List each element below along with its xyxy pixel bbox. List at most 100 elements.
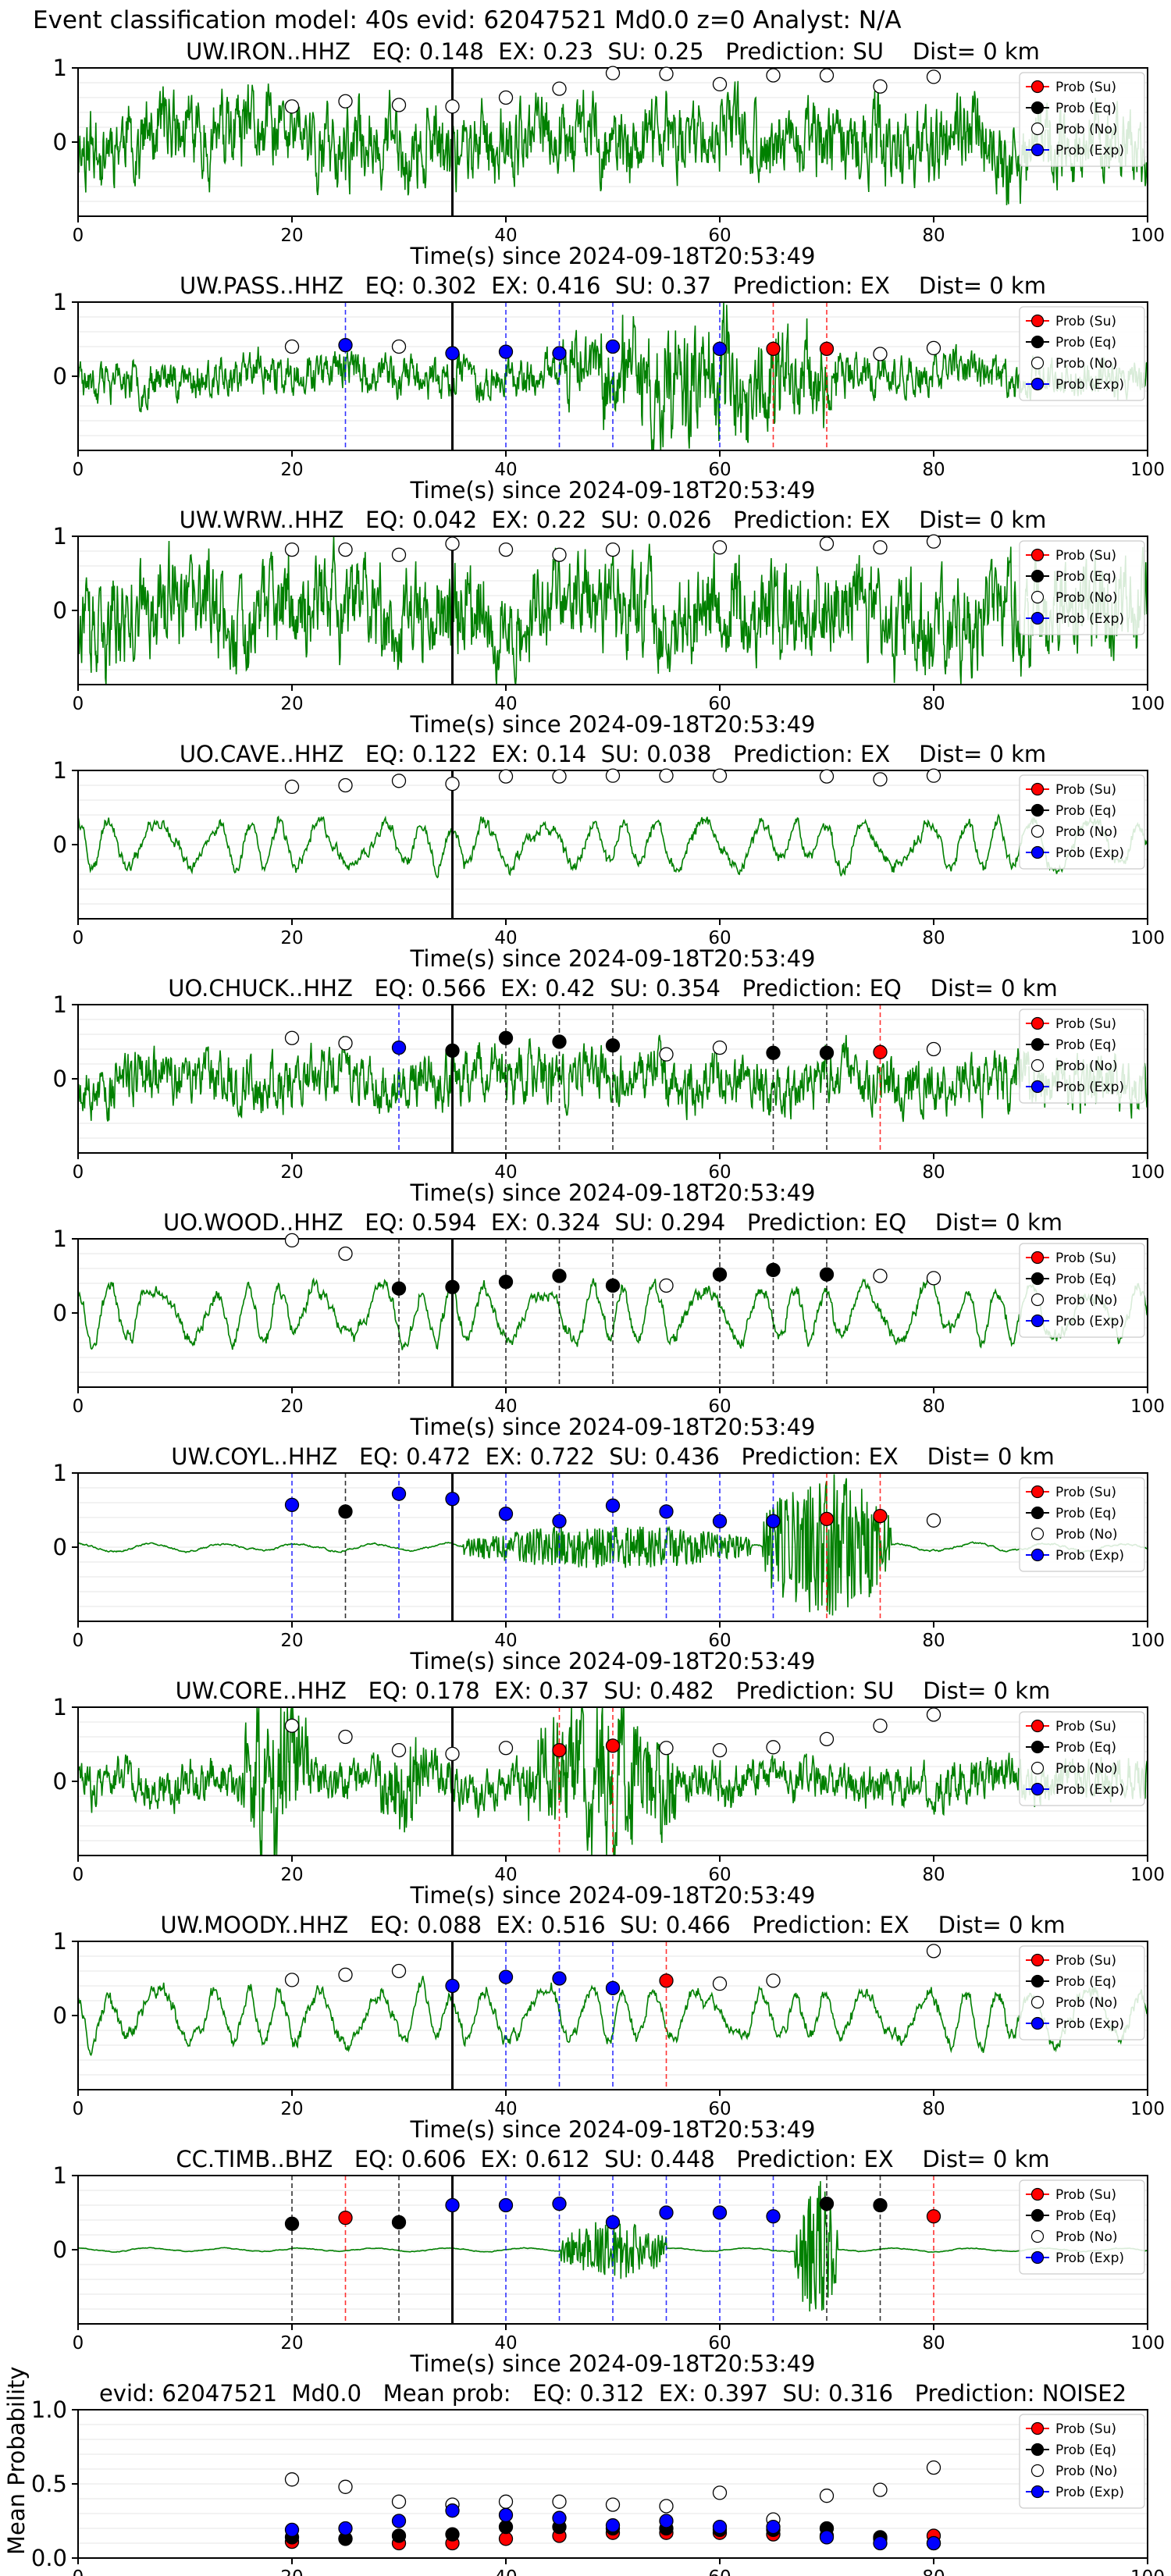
x-axis-label: Time(s) since 2024-09-18T20:53:49 — [410, 243, 816, 269]
legend-box — [1019, 1477, 1145, 1572]
legend-marker-no — [1030, 1293, 1045, 1307]
prob-marker-exp — [926, 2535, 941, 2551]
y-tick-label: 1 — [53, 1460, 67, 1486]
y-tick-label: 1 — [53, 991, 67, 1018]
prob-marker-no — [338, 2479, 353, 2494]
prob-marker-eq — [766, 1045, 781, 1060]
prob-marker-no — [552, 81, 567, 96]
prob-marker-exp — [498, 2197, 514, 2213]
prob-marker-eq — [284, 2216, 300, 2231]
x-tick-label: 20 — [280, 1162, 303, 1183]
x-tick-label: 40 — [494, 1397, 517, 1417]
y-tick-label: 0 — [53, 1300, 67, 1326]
prob-marker-eq — [873, 2197, 888, 2213]
prob-marker-eq — [445, 2527, 460, 2542]
y-tick-label: 1 — [53, 1928, 67, 1955]
prob-marker-eq — [552, 1034, 567, 1049]
legend-label: Prob (Su) — [1055, 1953, 1116, 1969]
legend: Prob (Su) Prob (Eq) Prob (No) Prob (Exp) — [1019, 1009, 1145, 1104]
prob-marker-exp — [391, 2514, 407, 2528]
prob-marker-exp — [605, 339, 621, 354]
legend-marker-exp — [1030, 2016, 1045, 2030]
legend-marker-exp — [1030, 1080, 1045, 1094]
prob-marker-no — [712, 1976, 728, 1991]
x-tick-label: 60 — [708, 2567, 731, 2576]
prob-marker-eq — [445, 1043, 460, 1059]
prob-marker-no — [284, 1233, 300, 1248]
waveform-trace — [78, 1034, 1148, 1123]
x-tick-label: 20 — [280, 2567, 303, 2576]
figure-title: Event classification model: 40s evid: 62… — [33, 6, 902, 34]
legend-label: Prob (Exp) — [1055, 143, 1124, 158]
prob-marker-su — [819, 1511, 835, 1527]
legend-label: Prob (Exp) — [1055, 1548, 1124, 1564]
x-tick-label: 80 — [922, 1631, 945, 1651]
prob-marker-no — [766, 68, 781, 83]
prob-marker-no — [926, 1041, 941, 1057]
panel-title: UW.IRON..HHZ EQ: 0.148 EX: 0.23 SU: 0.25… — [186, 38, 1040, 65]
panel-title: UW.CORE..HHZ EQ: 0.178 EX: 0.37 SU: 0.48… — [175, 1678, 1051, 1704]
prob-marker-eq — [819, 1267, 835, 1282]
legend-marker-eq — [1030, 569, 1045, 583]
legend-label: Prob (Exp) — [1055, 2016, 1124, 2032]
prob-marker-no — [926, 1513, 941, 1528]
prob-marker-eq — [605, 1278, 621, 1293]
prob-marker-su — [926, 2209, 941, 2224]
legend: Prob (Su) Prob (Eq) Prob (No) Prob (Exp) — [1019, 306, 1145, 401]
prob-marker-no — [926, 340, 941, 356]
x-tick-label: 0 — [73, 928, 84, 948]
x-axis-label: Time(s) since 2024-09-18T20:53:49 — [410, 711, 816, 738]
legend-label: Prob (Su) — [1055, 548, 1116, 564]
y-tick-label: 0 — [53, 597, 67, 624]
legend-box — [1019, 774, 1145, 870]
prob-marker-no — [284, 339, 300, 354]
legend-label: Prob (No) — [1055, 1761, 1118, 1777]
x-tick-label: 80 — [922, 1162, 945, 1183]
legend: Prob (Su) Prob (Eq) Prob (No) Prob (Exp) — [1019, 72, 1145, 167]
x-tick-label: 0 — [73, 694, 84, 714]
prob-marker-exp — [445, 2197, 460, 2213]
x-tick-label: 100 — [1130, 694, 1165, 714]
legend-label: Prob (Su) — [1055, 2187, 1116, 2203]
legend: Prob (Su) Prob (Eq) Prob (No) Prob (Exp) — [1019, 2414, 1145, 2509]
legend-label: Prob (Su) — [1055, 1719, 1116, 1735]
legend-label: Prob (Eq) — [1055, 335, 1116, 350]
panel-title: CC.TIMB..BHZ EQ: 0.606 EX: 0.612 SU: 0.4… — [176, 2146, 1050, 2172]
x-tick-label: 40 — [494, 1631, 517, 1651]
prob-marker-no — [284, 1973, 300, 1987]
prob-marker-exp — [498, 2507, 514, 2523]
prob-marker-no — [338, 1036, 353, 1051]
prob-marker-exp — [712, 341, 728, 357]
legend-marker-su — [1030, 80, 1045, 94]
legend-marker-exp — [1030, 845, 1045, 859]
prob-marker-exp — [659, 2205, 674, 2220]
prob-marker-exp — [445, 1492, 460, 1507]
prob-marker-exp — [605, 2215, 621, 2230]
x-tick-label: 20 — [280, 1397, 303, 1417]
prob-marker-no — [391, 774, 407, 788]
prob-marker-no — [605, 66, 621, 80]
legend-marker-exp — [1030, 377, 1045, 391]
prob-marker-su — [338, 2210, 353, 2226]
y-tick-label: 0 — [53, 2002, 67, 2029]
x-axis-label: Time(s) since 2024-09-18T20:53:49 — [410, 1179, 816, 1206]
prob-marker-no — [498, 1741, 514, 1756]
legend-label: Prob (Eq) — [1055, 1740, 1116, 1756]
prob-marker-no — [284, 1718, 300, 1733]
legend-label: Prob (No) — [1055, 1527, 1118, 1542]
legend-label: Prob (No) — [1055, 824, 1118, 840]
panel-title: UW.PASS..HHZ EQ: 0.302 EX: 0.416 SU: 0.3… — [180, 272, 1046, 299]
x-tick-label: 40 — [494, 2567, 517, 2576]
prob-marker-exp — [552, 1514, 567, 1528]
prob-marker-no — [338, 1729, 353, 1745]
prob-marker-exp — [338, 337, 353, 353]
x-tick-label: 80 — [922, 226, 945, 246]
